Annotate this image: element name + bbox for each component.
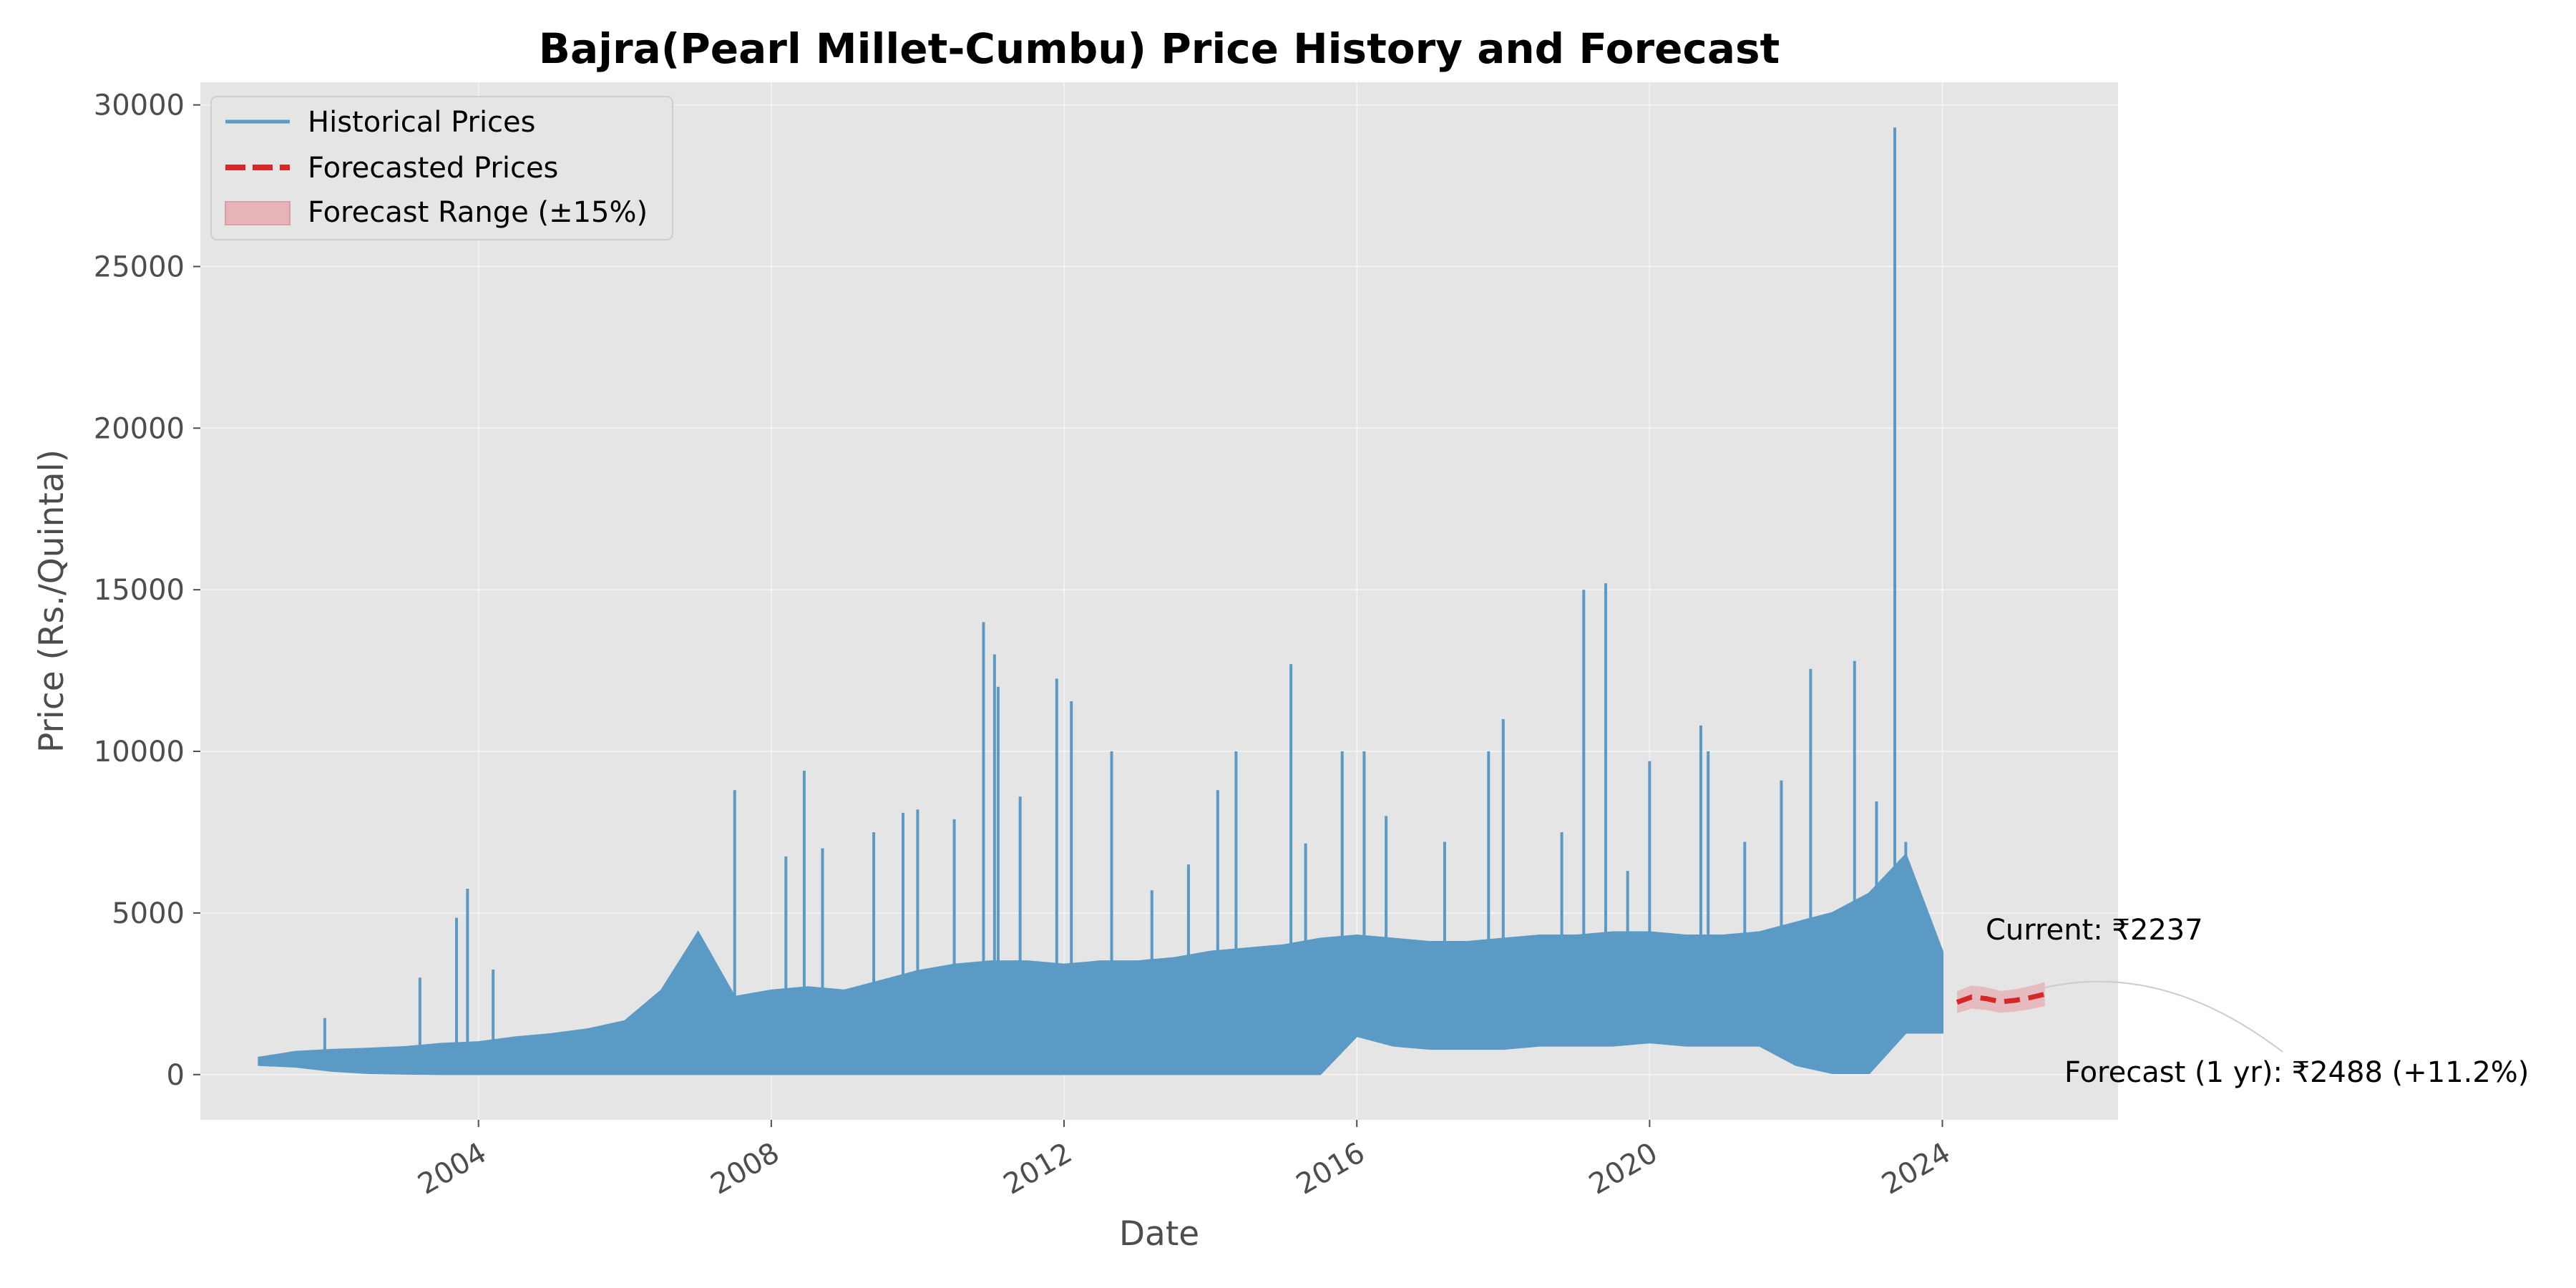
y-tick-label: 10000 (94, 736, 185, 769)
y-axis-ticks: 0 5000 10000 15000 20000 25000 30000 (94, 89, 200, 1092)
legend-box (210, 96, 673, 240)
legend-historical-label: Historical Prices (308, 106, 536, 139)
chart-title: Bajra(Pearl Millet-Cumbu) Price History … (539, 24, 1780, 73)
annotations: Current: ₹2237 Forecast (1 yr): ₹2488 (+… (1986, 914, 2529, 1089)
forecast-range-band (1956, 982, 2045, 1013)
legend-forecast-label: Forecasted Prices (308, 152, 558, 185)
x-axis-label: Date (1119, 1214, 1199, 1254)
historical-price-spikes (323, 127, 1908, 1063)
y-tick-label: 15000 (94, 574, 185, 607)
legend-range-swatch (225, 201, 291, 225)
forecast-annotation-connector (2039, 980, 2283, 1053)
forecast-line (1956, 991, 2046, 1005)
current-price-annotation: Current: ₹2237 (1986, 914, 2203, 947)
y-tick-label: 5000 (112, 897, 185, 930)
y-axis-label: Price (Rs./Quintal) (32, 449, 72, 753)
legend-range-label: Forecast Range (±15%) (308, 196, 648, 229)
y-tick-label: 20000 (94, 412, 185, 445)
y-tick-label: 30000 (94, 89, 185, 122)
historical-price-band (258, 852, 1943, 1075)
grid-lines (200, 82, 2118, 1120)
forecast-annotation: Forecast (1 yr): ₹2488 (+11.2%) (2064, 1056, 2529, 1089)
forecast-series (1956, 982, 2046, 1013)
legend: Historical Prices Forecasted Prices Fore… (210, 96, 673, 240)
y-tick-label: 25000 (94, 250, 185, 283)
y-tick-label: 0 (167, 1059, 185, 1092)
historical-price-envelope (258, 852, 1943, 1075)
